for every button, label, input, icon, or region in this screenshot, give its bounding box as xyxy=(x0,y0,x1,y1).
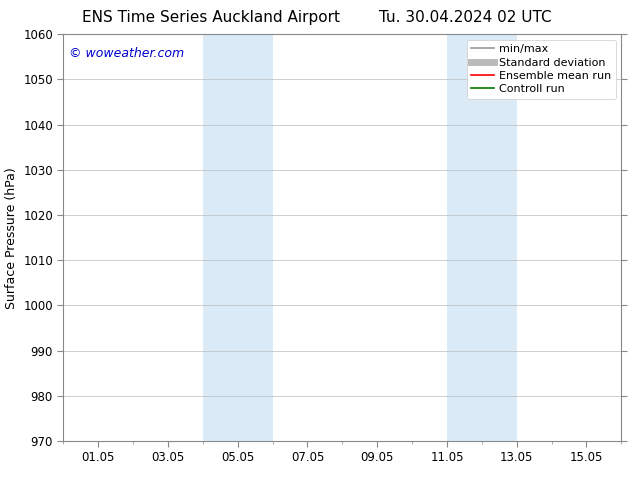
Legend: min/max, Standard deviation, Ensemble mean run, Controll run: min/max, Standard deviation, Ensemble me… xyxy=(467,40,616,99)
Text: © woweather.com: © woweather.com xyxy=(69,47,184,59)
Bar xyxy=(447,34,517,441)
Bar xyxy=(203,34,273,441)
Y-axis label: Surface Pressure (hPa): Surface Pressure (hPa) xyxy=(4,167,18,309)
Text: ENS Time Series Auckland Airport        Tu. 30.04.2024 02 UTC: ENS Time Series Auckland Airport Tu. 30.… xyxy=(82,10,552,25)
